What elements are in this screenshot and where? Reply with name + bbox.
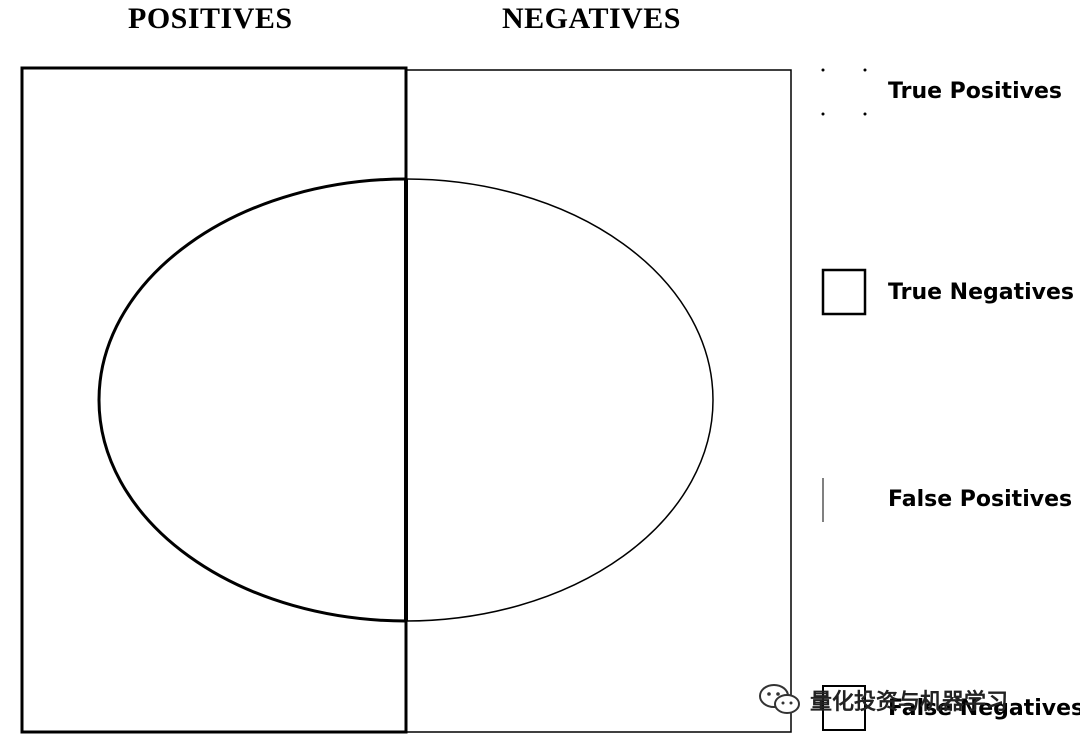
ellipse-right-half <box>405 178 714 622</box>
swatch-true-positives <box>821 68 867 116</box>
swatch-false-negatives <box>822 685 866 731</box>
legend-false-negatives: False Negatives <box>888 696 1080 721</box>
watermark: 量化投资与机器学习 <box>758 682 1008 718</box>
legend-false-positives: False Positives <box>888 487 1073 512</box>
negatives-box <box>405 69 792 733</box>
watermark-text: 量化投资与机器学习 <box>810 690 1009 715</box>
legend-true-positives: True Positives <box>888 79 1062 104</box>
positives-heading: POSITIVES <box>128 2 293 35</box>
legend-true-negatives: True Negatives <box>888 280 1075 305</box>
negatives-heading: NEGATIVES <box>502 2 681 35</box>
swatch-true-negatives <box>821 268 867 316</box>
positives-box <box>20 66 408 734</box>
ellipse-left-half <box>97 177 407 623</box>
wechat-icon <box>759 684 800 714</box>
